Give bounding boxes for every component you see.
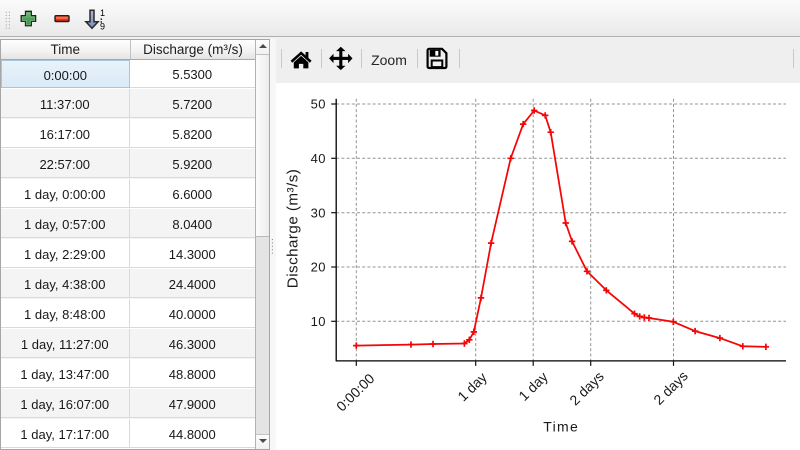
svg-text:20: 20 — [311, 260, 326, 275]
svg-text:2 days: 2 days — [566, 368, 607, 408]
svg-text:0:00:00: 0:00:00 — [333, 370, 378, 414]
svg-text:Discharge (m³/s): Discharge (m³/s) — [284, 169, 301, 288]
svg-text:Time: Time — [543, 419, 578, 435]
svg-text:40: 40 — [311, 151, 326, 166]
svg-text:10: 10 — [311, 314, 326, 329]
svg-text:30: 30 — [311, 205, 326, 220]
svg-text:1 day: 1 day — [454, 369, 490, 404]
svg-text:9: 9 — [100, 22, 105, 32]
svg-text:2 days: 2 days — [650, 368, 691, 408]
svg-text:50: 50 — [311, 97, 326, 112]
svg-text:1 day: 1 day — [515, 369, 551, 404]
svg-text:1: 1 — [100, 8, 105, 18]
